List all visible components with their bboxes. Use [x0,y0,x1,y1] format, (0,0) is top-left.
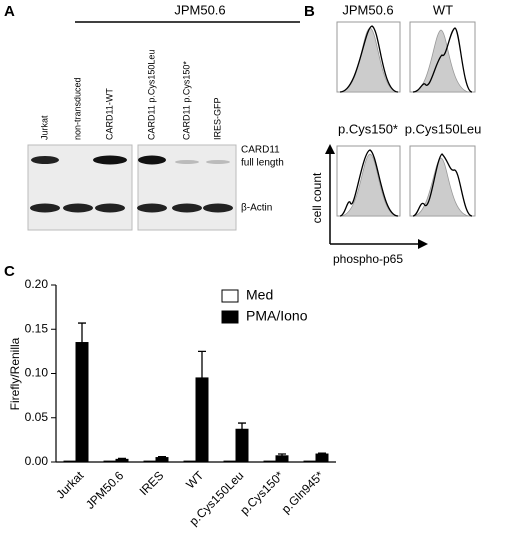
bar [263,460,277,463]
histogram-title: WT [433,2,453,17]
error-bar [278,453,286,456]
legend-label: PMA/Iono [246,308,308,324]
error-bar [158,456,166,458]
legend-swatch [221,289,239,303]
panel-label: A [4,3,15,20]
y-tick-label: 0.00 [25,454,49,468]
group-label: JPM50.6 [174,2,225,17]
x-tick-label: p.Cys150* [237,468,286,517]
histogram-title: p.Cys150Leu [405,121,482,136]
lane-label: CARD11 p.Cys150Leu [146,50,156,140]
arrow-head [418,239,428,249]
bar [303,460,317,463]
lane-labels: Jurkat non-transduced CARD11-WT CARD11 p.Cy… [39,50,222,140]
x-tick-label: JPM50.6 [83,468,127,512]
histograms [336,21,476,217]
legend-swatch [221,310,239,324]
axis-label: phospho-p65 [333,252,403,266]
bar [223,460,237,463]
y-tick-label: 0.10 [25,366,49,380]
bar [235,428,249,463]
error-bar [198,350,206,378]
bar [183,460,197,463]
histogram-title: p.Cys150* [338,121,398,136]
x-tick-label: p.Gln945* [279,468,327,516]
y-tick-label: 0.20 [25,277,49,291]
bar [63,460,77,463]
band-label: full length [241,158,284,169]
legend-label: Med [246,287,273,303]
x-tick-label: IRES [137,468,167,498]
axis-label: cell count [310,172,324,223]
error-bar [118,457,126,460]
y-tick-label: 0.15 [25,321,49,335]
bands [30,155,233,213]
lane-label: IRES-GFP [212,97,222,140]
lane-label: CARD11-WT [104,88,114,140]
lane-label: Jurkat [39,115,49,140]
bar [75,342,89,463]
band-label: β-Actin [241,203,272,214]
bar [103,460,117,463]
lane-label: CARD11 p.Cys150* [181,61,191,140]
bar [275,455,289,463]
y-tick-label: 0.05 [25,410,49,424]
error-bar [238,422,246,430]
arrow-head [325,144,335,154]
panel-label: C [4,263,15,280]
x-tick-label: WT [183,468,207,492]
x-tick-label: Jurkat [53,468,86,501]
bar [155,457,169,463]
bar [315,453,329,463]
bar [143,460,157,463]
bar [195,377,209,463]
bar [115,458,129,463]
error-bar [318,452,326,455]
lane-label: non-transduced [72,77,82,140]
histogram-title: JPM50.6 [342,2,393,17]
y-axis-label: Firefly/Renilla [8,337,22,410]
panel-label: B [304,3,315,20]
error-bar [78,322,86,343]
band-label: CARD11 [241,145,280,156]
